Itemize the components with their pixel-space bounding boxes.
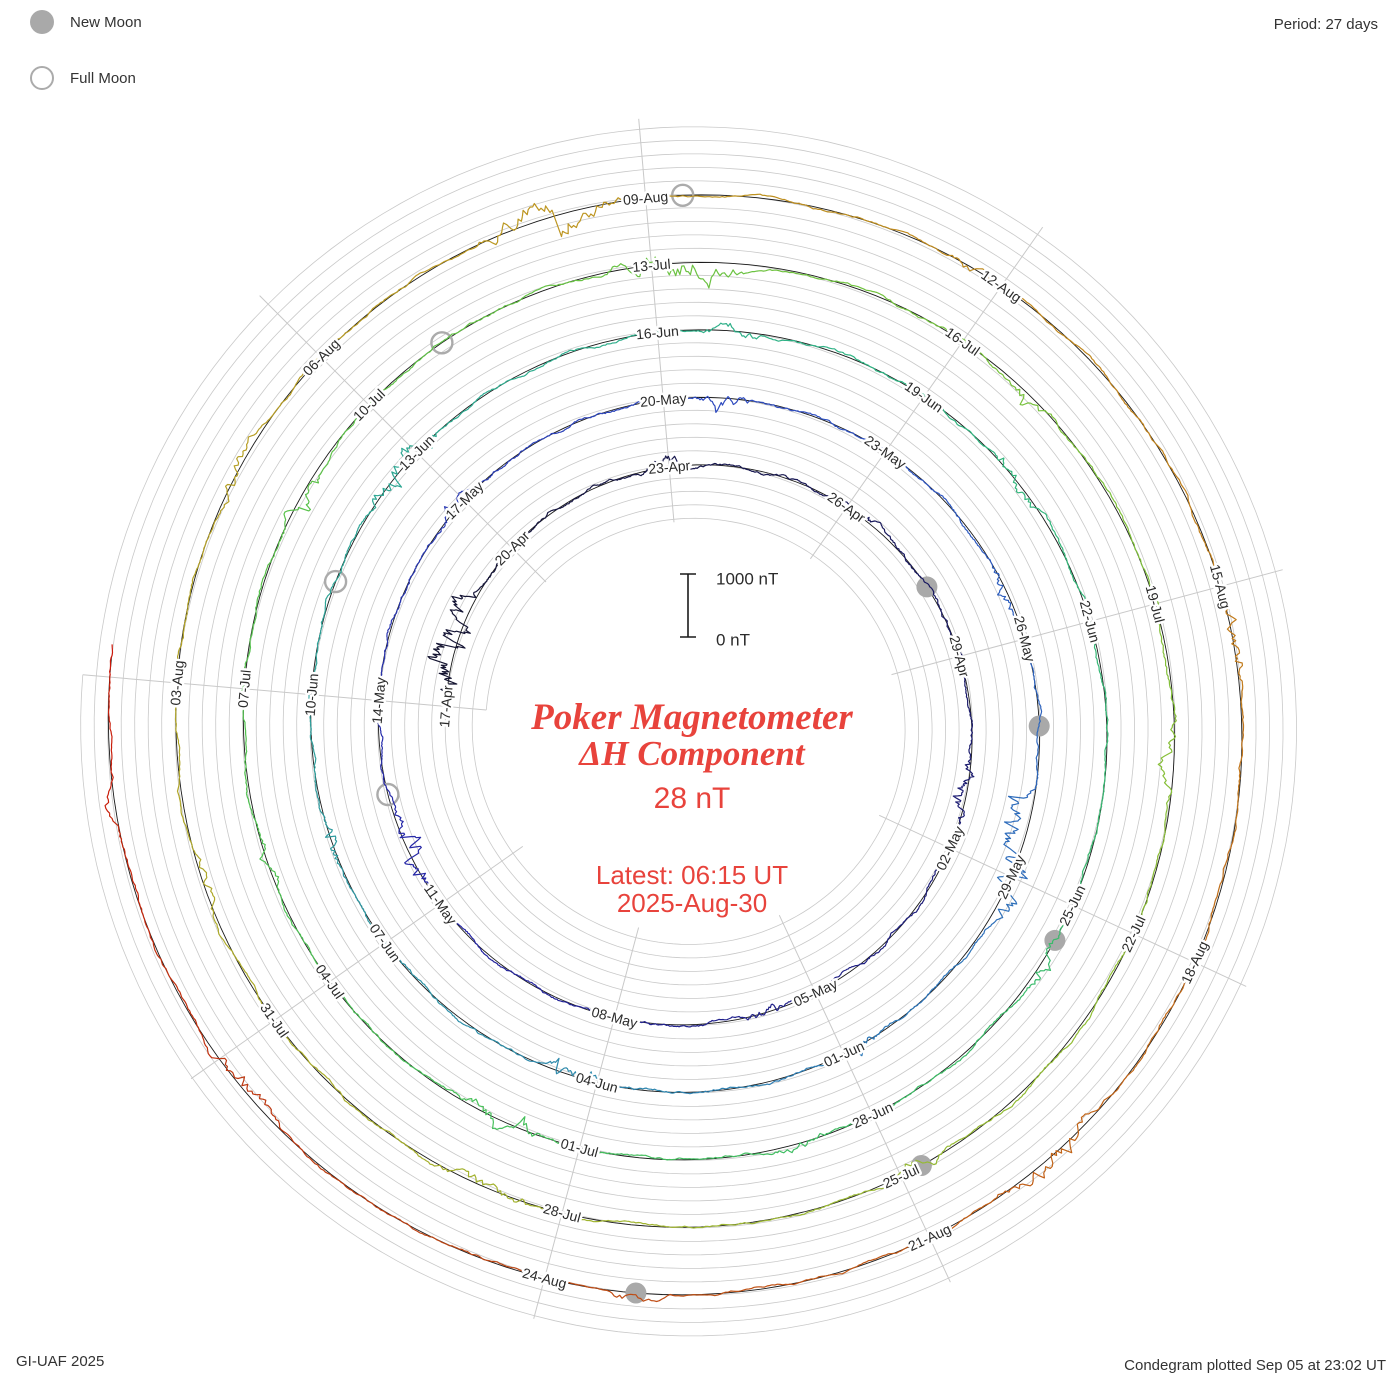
date-label: 19-Jul — [1143, 583, 1168, 624]
full-moon-marker — [323, 569, 348, 594]
date-label: 10-Jun — [302, 673, 322, 717]
date-label: 03-Aug — [167, 660, 187, 706]
new-moon-icon — [30, 10, 54, 34]
baseline-spiral — [107, 194, 1243, 1296]
scale-bar: 1000 nT 0 nT — [680, 570, 778, 650]
date-label: 23-May — [862, 432, 909, 472]
date-label: 25-Jul — [880, 1161, 921, 1192]
date-label: 07-Jul — [235, 669, 254, 708]
legend-full-moon-label: Full Moon — [70, 69, 136, 87]
date-label: 23-Apr — [648, 457, 692, 477]
period-label: Period: 27 days — [1273, 16, 1378, 33]
date-label: 19-Jun — [902, 378, 946, 416]
date-label: 04-Jun — [574, 1069, 619, 1096]
new-moon-marker — [916, 576, 938, 598]
date-label: 20-May — [639, 390, 687, 410]
date-label: 26-Apr — [825, 489, 869, 526]
date-label: 31-Jul — [257, 1000, 292, 1040]
grid-spiral — [80, 126, 1297, 1337]
full-moon-marker — [430, 331, 454, 355]
date-label: 09-Aug — [622, 188, 668, 208]
date-label: 13-Jul — [632, 256, 671, 275]
moon-markers — [323, 183, 1066, 1304]
scalebar-ref-label: 1000 nT — [716, 570, 778, 589]
date-label: 22-Jul — [1118, 913, 1149, 954]
date-label: 29-Apr — [946, 634, 972, 679]
plotted-timestamp: Condegram plotted Sep 05 at 23:02 UT — [1124, 1357, 1386, 1374]
legend-new-moon: New Moon — [30, 10, 142, 34]
full-moon-marker — [671, 183, 695, 208]
grid-radial-lines — [82, 118, 1283, 1319]
date-label: 15-Aug — [1207, 563, 1234, 611]
date-label: 01-Jun — [821, 1038, 867, 1071]
date-label: 16-Jun — [635, 323, 679, 343]
legend-new-moon-label: New Moon — [70, 13, 142, 31]
date-label: 12-Aug — [978, 267, 1024, 306]
magnetometer-trace — [104, 193, 1245, 1303]
credit-label: GI-UAF 2025 — [16, 1353, 105, 1370]
date-label: 08-May — [590, 1004, 639, 1032]
date-label: 28-Jun — [850, 1099, 896, 1132]
date-label: 02-May — [933, 824, 967, 873]
scalebar-zero-label: 0 nT — [716, 631, 750, 650]
full-moon-marker — [376, 782, 400, 807]
date-label: 17-Apr — [436, 685, 456, 729]
moon-legend: New Moon Full Moon — [30, 10, 142, 122]
date-label: 24-Aug — [521, 1265, 569, 1292]
date-label: 22-Jun — [1077, 599, 1104, 644]
full-moon-icon — [30, 66, 54, 90]
date-label: 28-Jul — [542, 1200, 583, 1225]
date-label: 26-May — [1011, 614, 1039, 663]
date-label: 11-May — [421, 881, 460, 928]
legend-full-moon: Full Moon — [30, 66, 142, 90]
date-labels: 17-Apr20-Apr23-Apr26-Apr29-Apr02-May05-M… — [165, 186, 1237, 1295]
date-label: 04-Jul — [312, 961, 347, 1001]
new-moon-marker — [625, 1282, 647, 1304]
date-label: 14-May — [369, 677, 389, 725]
